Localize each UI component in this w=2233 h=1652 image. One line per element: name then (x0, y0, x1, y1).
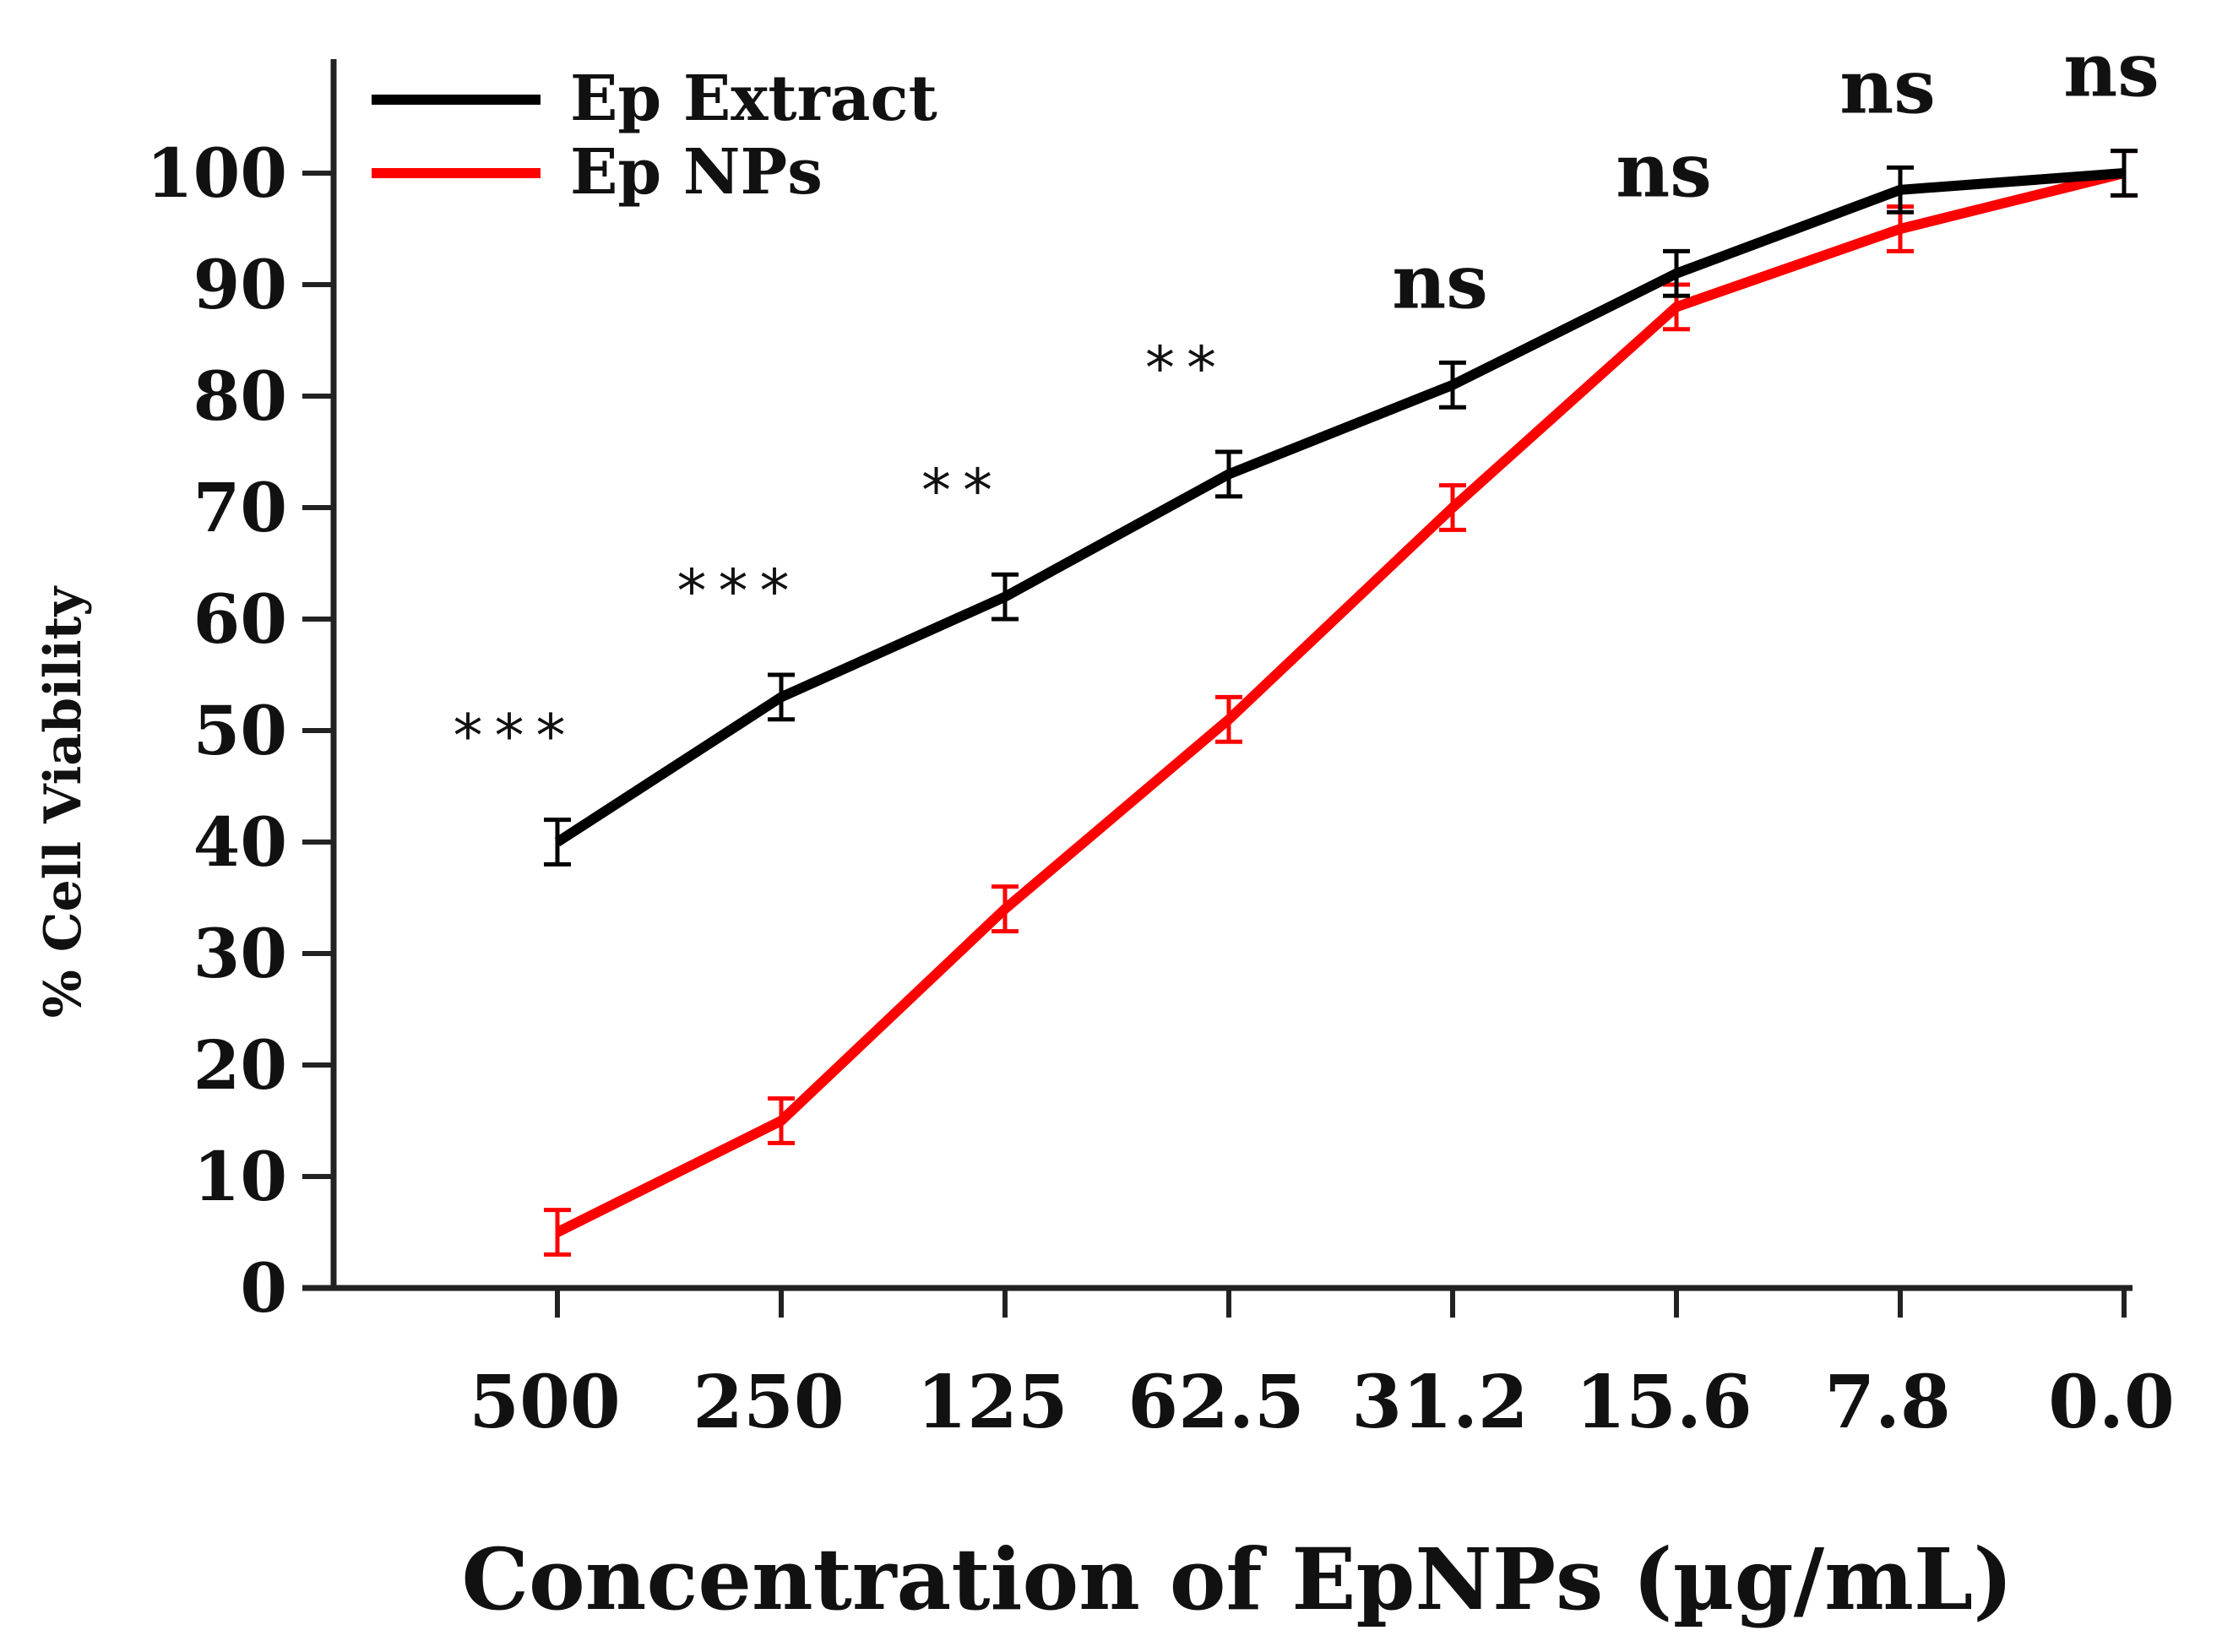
legend-label-ep-nps: Ep NPs (570, 136, 823, 209)
y-ticks: 0 10 20 30 40 50 60 70 80 90 100 (146, 133, 334, 1328)
y-axis-title: % Cell Viability (34, 585, 93, 1019)
significance-label: ns (1839, 42, 1936, 130)
significance-label: ns (1392, 237, 1488, 325)
legend-label-ep-extract: Ep Extract (570, 62, 937, 135)
x-tick-label: 125 (916, 1360, 1068, 1445)
error-bar (544, 818, 571, 867)
error-bar (768, 672, 795, 722)
y-tick-label: 50 (193, 691, 287, 770)
error-bar (768, 1096, 795, 1145)
x-tick-label: 250 (693, 1360, 845, 1445)
error-bar (992, 884, 1019, 934)
x-tick-label: 7.8 (1824, 1360, 1951, 1445)
y-tick-label: 10 (193, 1137, 287, 1216)
series-line-ep-nps (555, 168, 2126, 1237)
x-tick-label: 15.6 (1575, 1360, 1752, 1445)
error-bar (544, 1208, 571, 1257)
legend: Ep Extract Ep NPs (372, 62, 937, 209)
x-tick-label: 62.5 (1127, 1360, 1304, 1445)
error-bar (1215, 694, 1242, 744)
significance-label: ** (921, 456, 1004, 525)
y-tick-label: 40 (193, 802, 287, 882)
significance-label: ** (1145, 334, 1228, 403)
y-tick-label: 30 (193, 914, 287, 993)
series-line-ep-extract (554, 168, 2125, 847)
y-tick-label: 100 (146, 133, 287, 213)
error-bar (1215, 449, 1242, 499)
error-bar (1439, 360, 1466, 410)
error-bar (992, 572, 1019, 622)
significance-label: *** (677, 557, 801, 626)
x-tick-label: 500 (469, 1360, 621, 1445)
error-bar (1663, 248, 1690, 298)
significance-label: ns (2063, 26, 2160, 114)
y-tick-label: 70 (193, 468, 287, 547)
y-tick-label: 90 (193, 245, 287, 324)
x-tick-label: 31.2 (1351, 1360, 1528, 1445)
series-layer (544, 149, 2138, 1257)
y-tick-label: 80 (193, 356, 287, 436)
y-tick-label: 60 (193, 579, 287, 659)
error-bar (2111, 149, 2138, 198)
error-bar (1439, 483, 1466, 532)
y-tick-label: 0 (240, 1248, 287, 1328)
significance-label: *** (454, 702, 578, 771)
x-ticks: 500 250 125 62.5 31.2 15.6 7.8 0.0 (469, 1288, 2175, 1445)
x-axis-title: Concentration of EpNPs (µg/mL) (461, 1530, 2013, 1629)
significance-label: ns (1616, 126, 1712, 214)
x-tick-label: 0.0 (2048, 1360, 2175, 1445)
y-tick-label: 20 (193, 1025, 287, 1105)
error-bar (1887, 165, 1914, 215)
